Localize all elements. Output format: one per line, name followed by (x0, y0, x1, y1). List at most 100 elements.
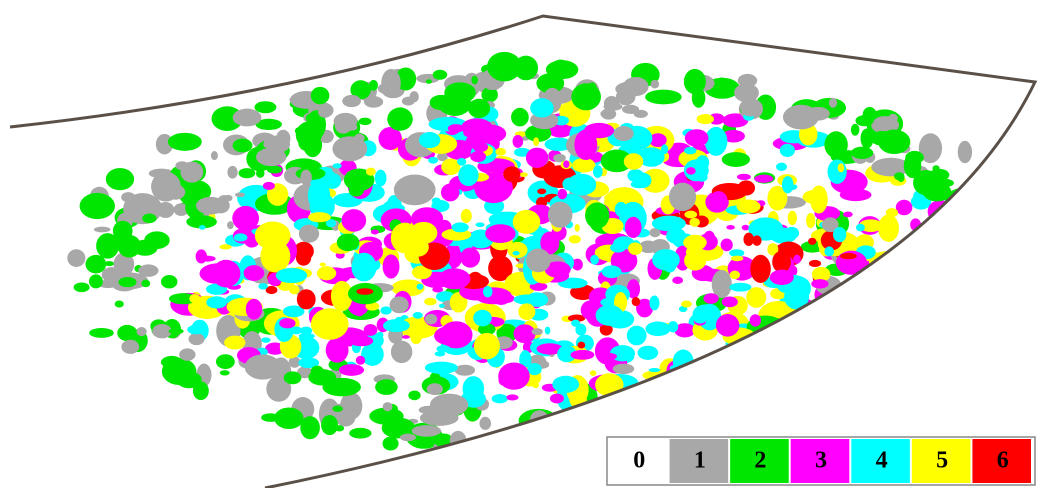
class-patch (310, 86, 330, 105)
class-patch (821, 217, 839, 233)
class-patch (254, 101, 277, 114)
class-patch (763, 394, 773, 407)
class-patch (746, 287, 767, 308)
class-patch (568, 235, 581, 244)
class-patch (894, 172, 905, 181)
class-patch (958, 215, 972, 223)
class-patch (219, 244, 232, 250)
class-patch (667, 321, 679, 333)
class-patch (244, 354, 281, 380)
class-patch (588, 418, 600, 433)
class-patch (772, 250, 791, 273)
class-patch (754, 174, 774, 183)
class-patch (804, 402, 828, 415)
class-patch (645, 321, 671, 337)
class-patch (265, 285, 278, 295)
class-patch (206, 296, 228, 309)
class-patch (369, 407, 404, 425)
class-patch (649, 228, 661, 238)
class-patch (965, 237, 972, 247)
class-patch (626, 279, 641, 299)
class-patch (820, 375, 835, 399)
class-patch (943, 318, 960, 335)
class-patch (834, 401, 851, 426)
class-patch (955, 258, 973, 269)
legend-label: 1 (694, 448, 706, 474)
class-patch (105, 168, 135, 191)
class-patch (549, 436, 574, 450)
class-patch (925, 249, 941, 267)
class-patch (614, 201, 628, 217)
class-patch (723, 361, 742, 386)
class-patch (939, 278, 954, 293)
class-patch (808, 389, 816, 395)
class-patch (104, 261, 115, 267)
class-patch (318, 106, 331, 118)
class-patch (85, 254, 107, 274)
class-patch (142, 213, 157, 224)
class-patch (365, 167, 376, 176)
class-patch (612, 363, 635, 375)
class-patch (868, 310, 884, 322)
class-patch (740, 99, 761, 117)
class-patch (152, 324, 172, 339)
class-patch (721, 152, 750, 167)
class-patch (626, 412, 646, 428)
class-patch (439, 303, 445, 308)
class-patch (289, 96, 298, 104)
class-patch (498, 362, 530, 390)
class-patch (839, 188, 872, 202)
class-patch (737, 354, 758, 374)
class-patch (258, 283, 268, 290)
class-patch (894, 332, 926, 358)
class-patch (734, 198, 742, 205)
class-patch (67, 249, 86, 267)
class-patch (432, 69, 448, 80)
class-patch (1002, 184, 1012, 195)
class-patch (741, 224, 750, 231)
class-patch (888, 113, 898, 122)
class-patch (873, 377, 893, 393)
class-patch (993, 241, 1006, 247)
class-patch (332, 136, 368, 162)
class-patch (1005, 328, 1018, 338)
class-patch (840, 252, 857, 260)
class-patch (860, 338, 877, 356)
class-patch (168, 328, 184, 335)
class-patch (703, 293, 719, 304)
class-patch (495, 147, 507, 156)
class-patch (380, 306, 392, 315)
class-patch (736, 173, 751, 180)
class-patch (492, 293, 510, 305)
class-patch (883, 287, 903, 303)
class-patch (779, 425, 793, 435)
class-patch (885, 208, 899, 218)
class-patch (691, 88, 706, 108)
class-patch (644, 424, 652, 430)
class-patch (835, 290, 861, 305)
class-patch (808, 237, 817, 245)
class-patch (824, 246, 835, 257)
class-patch (211, 106, 243, 131)
class-patch (871, 276, 884, 287)
class-patch (844, 315, 859, 332)
class-patch (748, 217, 784, 241)
class-patch (919, 283, 934, 295)
class-patch (910, 378, 920, 389)
class-patch (735, 406, 764, 428)
class-patch (481, 87, 498, 103)
class-patch (732, 387, 743, 398)
class-patch (438, 268, 471, 290)
class-patch (932, 165, 940, 172)
class-patch (187, 324, 205, 335)
class-patch (361, 342, 384, 366)
class-patch (855, 368, 882, 390)
legend-swatch (790, 439, 850, 483)
class-patch (832, 340, 844, 355)
class-patch (442, 98, 456, 108)
class-patch (704, 371, 714, 381)
class-patch (845, 347, 857, 364)
class-patch (451, 222, 469, 233)
class-patch (189, 294, 201, 304)
class-patch (858, 219, 883, 233)
